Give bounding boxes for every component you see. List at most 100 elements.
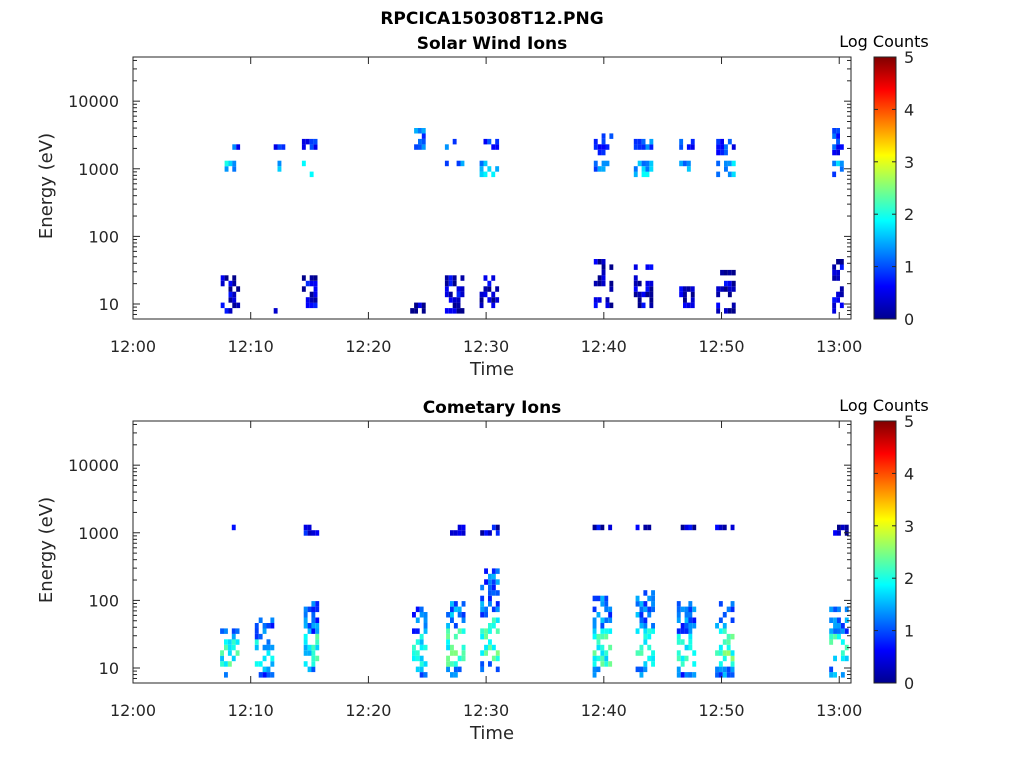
spectrogram-cell xyxy=(224,661,228,667)
spectrogram-cell xyxy=(303,623,308,629)
spectrogram-cell xyxy=(688,628,693,634)
spectrogram-cell xyxy=(235,639,240,645)
spectrogram-cell xyxy=(716,160,721,167)
spectrogram-cell xyxy=(639,612,644,618)
spectrogram-cell xyxy=(479,166,484,172)
spectrogram-cell xyxy=(832,264,837,270)
panel-title: Cometary Ions xyxy=(423,398,562,418)
spectrogram-cell xyxy=(488,590,492,596)
spectrogram-cell xyxy=(645,171,650,178)
spectrogram-cell xyxy=(651,661,655,667)
spectrogram-cell xyxy=(270,617,275,623)
x-axis-label: Time xyxy=(469,723,514,744)
spectrogram-cell xyxy=(722,672,727,678)
spectrogram-cell xyxy=(446,628,450,634)
spectrogram-cell xyxy=(639,606,644,613)
spectrogram-cell xyxy=(456,302,461,309)
spectrogram-cell xyxy=(836,138,840,145)
spectrogram-cell xyxy=(683,160,687,167)
spectrogram-cell xyxy=(633,291,638,298)
spectrogram-cell xyxy=(421,128,426,134)
spectrogram-cell xyxy=(491,606,496,613)
spectrogram-cell xyxy=(313,144,318,150)
spectrogram-cell xyxy=(446,644,450,651)
colorbar-tick-label: 2 xyxy=(904,205,914,224)
spectrogram-cell xyxy=(415,655,420,662)
spectrogram-cell xyxy=(412,612,416,618)
spectrogram-cell xyxy=(651,650,655,656)
spectrogram-cell xyxy=(839,259,844,265)
spectrogram-cell xyxy=(690,138,695,145)
spectrogram-cell xyxy=(495,138,500,145)
spectrogram-cell xyxy=(680,524,685,531)
spectrogram-cell xyxy=(491,302,496,309)
spectrogram-cell xyxy=(684,524,689,531)
spectrogram-cell xyxy=(836,160,840,167)
spectrogram-cell xyxy=(460,291,465,298)
spectrogram-cell xyxy=(836,275,840,281)
spectrogram-cell xyxy=(484,568,488,574)
spectrogram-cell xyxy=(270,623,275,629)
colorbar-tick-label: 1 xyxy=(904,258,914,277)
spectrogram-cell xyxy=(716,144,721,150)
spectrogram-cell xyxy=(461,628,466,634)
spectrogram-cell xyxy=(415,617,420,623)
spectrogram-cell xyxy=(718,601,723,607)
spectrogram-cell xyxy=(262,655,267,662)
spectrogram-cell xyxy=(609,302,614,309)
spectrogram-cell xyxy=(231,628,236,634)
spectrogram-cell xyxy=(832,308,837,314)
spectrogram-cell xyxy=(303,639,308,645)
spectrogram-cell xyxy=(415,666,420,673)
spectrogram-cell xyxy=(421,144,426,150)
spectrogram-cell xyxy=(461,612,466,618)
spectrogram-cell xyxy=(419,666,424,673)
spectrogram-cell xyxy=(491,584,496,591)
y-axis-label: Energy (eV) xyxy=(36,497,57,603)
spectrogram-cell xyxy=(491,275,496,281)
spectrogram-cell xyxy=(839,160,844,167)
spectrogram-cell xyxy=(722,612,727,618)
spectrogram-cell xyxy=(840,650,845,656)
spectrogram-cell xyxy=(639,601,644,607)
spectrogram-cell xyxy=(446,661,450,667)
x-tick-label: 12:50 xyxy=(698,337,744,356)
spectrogram-cell xyxy=(726,644,731,651)
spectrogram-cell xyxy=(832,133,837,139)
x-tick-label: 12:20 xyxy=(345,701,391,720)
spectrogram-cell xyxy=(688,644,693,651)
spectrogram-cell xyxy=(491,291,496,298)
spectrogram-cell xyxy=(600,617,605,623)
spectrogram-cell xyxy=(220,275,225,281)
spectrogram-cell xyxy=(419,612,424,618)
spectrogram-cell xyxy=(844,628,849,634)
spectrogram-cell xyxy=(491,623,496,629)
spectrogram-cell xyxy=(301,144,306,150)
spectrogram-cell xyxy=(844,644,849,651)
spectrogram-cell xyxy=(637,291,642,298)
x-tick-label: 12:00 xyxy=(110,337,156,356)
spectrogram-cell xyxy=(495,655,500,662)
spectrogram-cell xyxy=(309,138,314,145)
spectrogram-cell xyxy=(645,280,650,287)
spectrogram-cell xyxy=(683,297,687,303)
spectrogram-cell xyxy=(600,655,605,662)
spectrogram-cell xyxy=(688,633,693,640)
spectrogram-cell xyxy=(254,639,259,645)
spectrogram-cell xyxy=(266,639,271,645)
spectrogram-cell xyxy=(637,138,642,145)
spectrogram-cell xyxy=(688,672,693,678)
spectrogram-cell xyxy=(676,628,681,634)
spectrogram-cell xyxy=(479,297,484,303)
spectrogram-cell xyxy=(457,524,462,531)
spectrogram-cell xyxy=(839,286,844,292)
spectrogram-cell xyxy=(484,530,488,536)
spectrogram-cell xyxy=(487,166,492,172)
spectrogram-cell xyxy=(593,259,598,265)
spectrogram-cell xyxy=(676,650,681,656)
spectrogram-cell xyxy=(446,633,450,640)
spectrogram-cell xyxy=(277,144,282,150)
spectrogram-cell xyxy=(444,144,449,150)
spectrogram-cell xyxy=(720,269,724,276)
spectrogram-cell xyxy=(224,639,228,645)
